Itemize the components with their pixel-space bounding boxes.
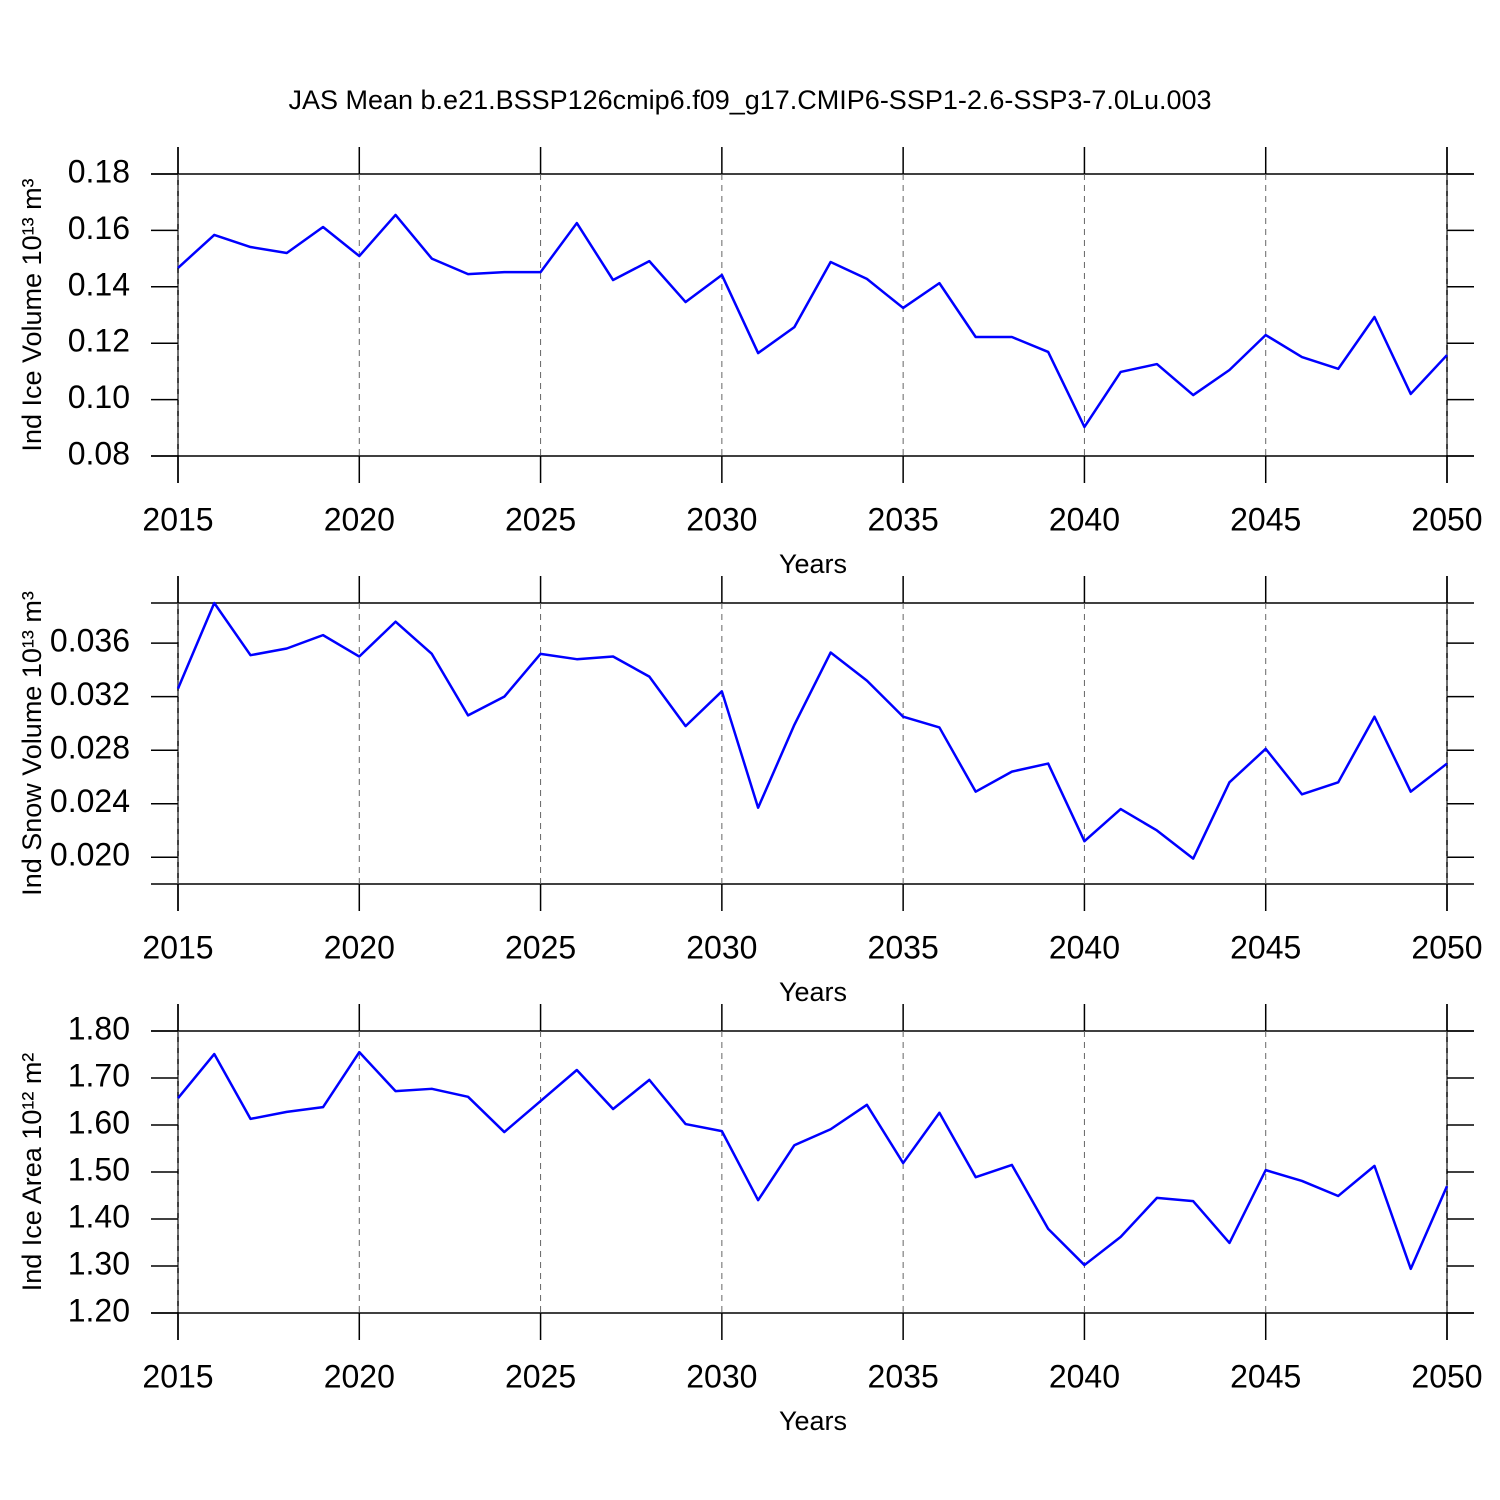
x-tick-label: 2025 (505, 501, 576, 537)
x-axis-label: Years (779, 977, 847, 1007)
y-tick-label: 0.08 (68, 435, 130, 471)
y-tick-label: 1.50 (68, 1151, 130, 1187)
x-tick-label: 2030 (686, 1358, 757, 1394)
y-axis-label: Ind Ice Volume 10¹³ m³ (17, 178, 47, 451)
y-tick-label: 1.30 (68, 1245, 130, 1281)
x-tick-label: 2020 (324, 1358, 395, 1394)
data-line (176, 601, 1448, 860)
x-tick-label: 2050 (1411, 501, 1482, 537)
y-axis-label: Ind Snow Volume 10¹³ m³ (17, 591, 47, 896)
x-tick-label: 2045 (1230, 929, 1301, 965)
y-tick-label: 1.40 (68, 1198, 130, 1234)
x-tick-label: 2045 (1230, 501, 1301, 537)
y-tick-label: 1.70 (68, 1057, 130, 1093)
y-axis-label: Ind Ice Area 10¹² m² (17, 1053, 47, 1292)
x-tick-label: 2015 (142, 501, 213, 537)
x-tick-label: 2035 (868, 1358, 939, 1394)
y-tick-label: 0.14 (68, 266, 130, 302)
x-tick-label: 2045 (1230, 1358, 1301, 1394)
y-tick-label: 0.024 (50, 783, 130, 819)
y-tick-label: 1.20 (68, 1292, 130, 1328)
panel: 2015 2020 2025 2030 2035 2040 2045 2050 1.20 1.30… (17, 1004, 1483, 1436)
y-tick-label: 0.032 (50, 676, 130, 712)
x-tick-label: 2050 (1411, 929, 1482, 965)
x-tick-label: 2040 (1049, 1358, 1120, 1394)
data-line (177, 213, 1448, 429)
x-tick-label: 2035 (868, 929, 939, 965)
x-tick-label: 2020 (324, 929, 395, 965)
x-tick-label: 2020 (324, 501, 395, 537)
x-axis-label: Years (779, 549, 847, 579)
x-tick-label: 2030 (686, 501, 757, 537)
y-tick-label: 0.036 (50, 623, 130, 659)
x-tick-label: 2015 (142, 1358, 213, 1394)
panel: 2015 2020 2025 2030 2035 2040 2045 2050 0.08 0.10… (17, 147, 1483, 579)
x-tick-label: 2050 (1411, 1358, 1482, 1394)
data-line (177, 1050, 1449, 1271)
y-tick-label: 1.60 (68, 1104, 130, 1140)
panel: 2015 2020 2025 2030 2035 2040 2045 2050 0.020 0.0… (17, 576, 1483, 1007)
y-tick-label: 0.10 (68, 379, 130, 415)
x-tick-label: 2030 (686, 929, 757, 965)
y-tick-label: 1.80 (68, 1010, 130, 1046)
y-tick-label: 0.020 (50, 837, 130, 873)
x-tick-label: 2040 (1049, 929, 1120, 965)
x-tick-label: 2025 (505, 929, 576, 965)
x-axis-label: Years (779, 1406, 847, 1436)
y-tick-label: 0.12 (68, 323, 130, 359)
y-tick-label: 0.18 (68, 153, 130, 189)
x-tick-label: 2015 (142, 929, 213, 965)
x-tick-label: 2040 (1049, 501, 1120, 537)
x-tick-label: 2025 (505, 1358, 576, 1394)
x-tick-label: 2035 (868, 501, 939, 537)
y-tick-label: 0.16 (68, 210, 130, 246)
figure-title: JAS Mean b.e21.BSSP126cmip6.f09_g17.CMIP… (288, 85, 1211, 115)
y-tick-label: 0.028 (50, 730, 130, 766)
